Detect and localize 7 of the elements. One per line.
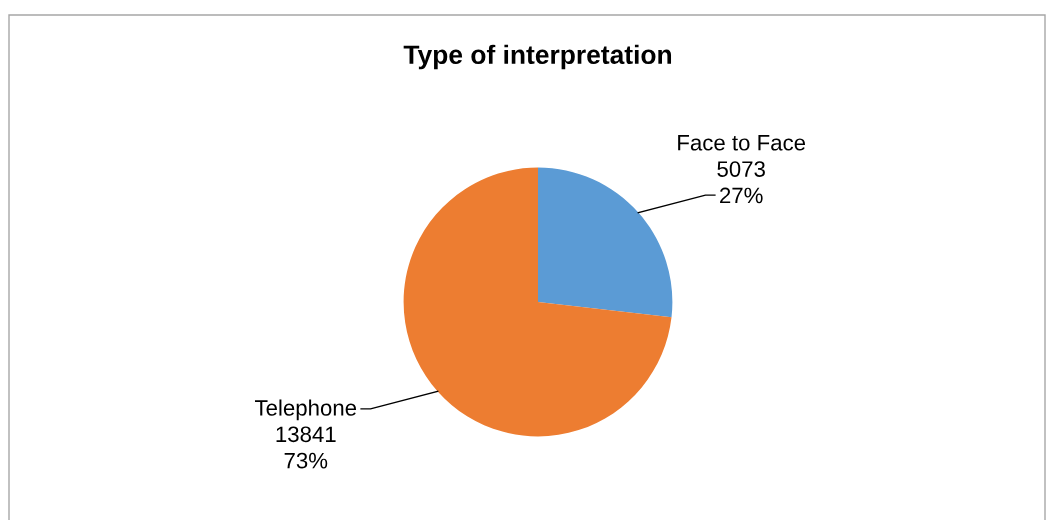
pie-slice: [538, 167, 673, 318]
slice-label: Face to Face: [678, 135, 806, 151]
chart-title: Type of interpretation: [403, 44, 672, 70]
slice-label: Telephone: [254, 399, 357, 421]
data-label: 13841 73%: [276, 426, 336, 469]
pie-slice: [403, 167, 672, 437]
data-label: 5073 27%: [717, 161, 765, 204]
